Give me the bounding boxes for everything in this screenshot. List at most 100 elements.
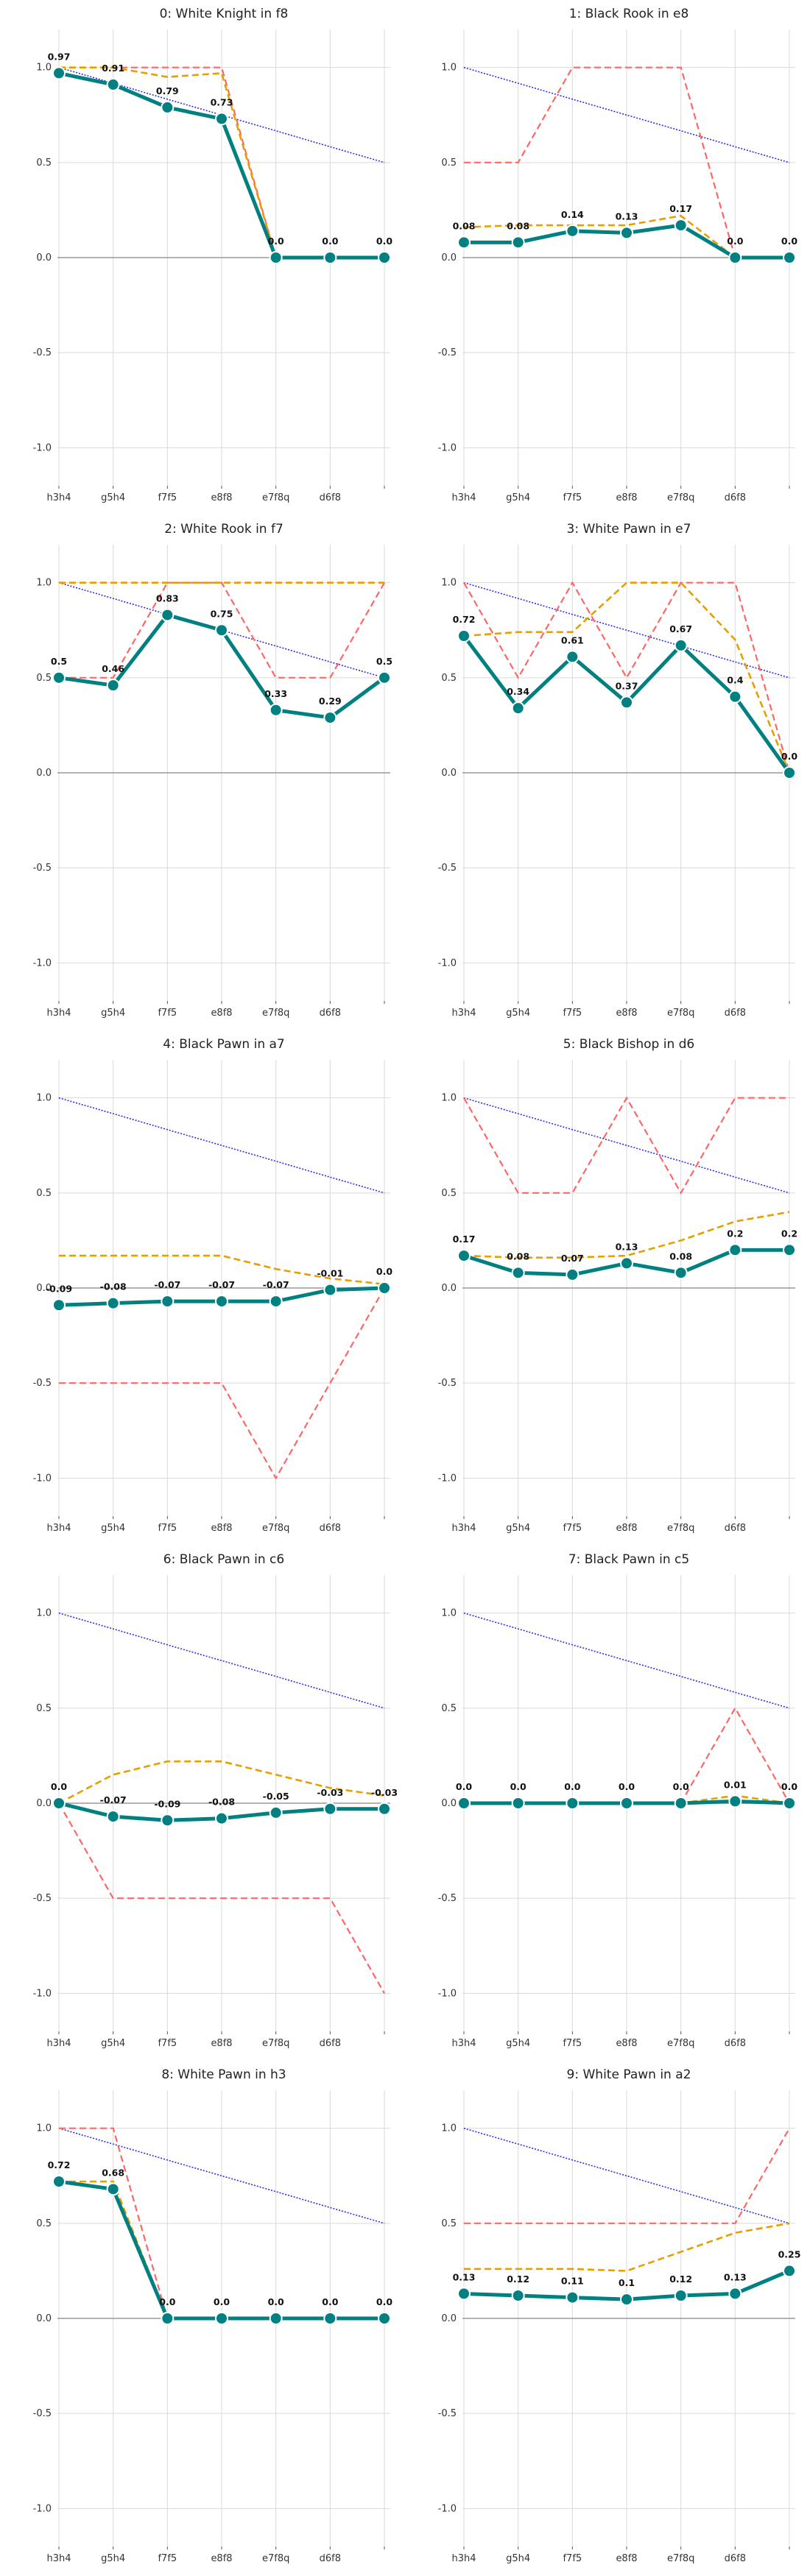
- x-tick-label: e8f8: [211, 1523, 232, 1534]
- x-tick-label: f7f5: [563, 492, 582, 503]
- chart-svg: -1.0 -0.5 0.0 0.5 1.0 h3h4 g5h4 f7f5 e8f8 e7f8q d6…: [33, 522, 392, 1019]
- y-tick-label: 1.0: [36, 1093, 52, 1104]
- y-tick-label: 0.5: [441, 1188, 457, 1199]
- data-label: -0.07: [263, 1279, 289, 1290]
- y-tick-label: 1.0: [36, 578, 52, 589]
- x-tick-label: e8f8: [616, 1523, 637, 1534]
- x-tick-label: h3h4: [46, 1008, 71, 1019]
- y-tick-label: -0.5: [33, 1378, 52, 1389]
- data-point: [106, 1296, 120, 1310]
- data-point: [215, 623, 228, 637]
- data-point: [378, 2312, 391, 2325]
- data-label: 0.12: [507, 2274, 529, 2285]
- data-point: [269, 2312, 283, 2325]
- y-tick-label: -1.0: [438, 1988, 457, 1999]
- series-line-red: [463, 1096, 789, 1195]
- data-label: 0.01: [724, 1779, 747, 1790]
- data-label: 0.67: [669, 623, 692, 634]
- data-label: 0.0: [510, 1781, 526, 1792]
- x-tick-label: e7f8q: [262, 2038, 289, 2049]
- chart-panel: -1.0 -0.5 0.0 0.5 1.0 h3h4 g5h4 f7f5 e8f8 e7f8q d6…: [0, 1546, 405, 2061]
- data-point: [566, 224, 580, 238]
- data-label: 0.0: [268, 236, 284, 247]
- data-point: [620, 696, 633, 710]
- y-tick-label: -1.0: [33, 442, 52, 453]
- x-tick-label: e8f8: [211, 492, 232, 503]
- x-tick-label: e8f8: [616, 2038, 637, 2049]
- chart-panel: -1.0 -0.5 0.0 0.5 1.0 h3h4 g5h4 f7f5 e8f8 e7f8q d6…: [0, 1030, 405, 1546]
- y-tick-label: 0.5: [36, 673, 52, 684]
- data-point: [457, 1797, 471, 1810]
- y-tick-label: 1.0: [36, 63, 52, 74]
- series-line-red: [59, 581, 385, 679]
- data-point: [620, 1256, 633, 1270]
- y-tick-label: 0.0: [36, 1283, 52, 1294]
- data-label: 0.0: [727, 236, 743, 247]
- data-point: [728, 1243, 742, 1257]
- chart-panel: -1.0 -0.5 0.0 0.5 1.0 h3h4 g5h4 f7f5 e8f8 e7f8q d6…: [0, 2061, 405, 2576]
- x-tick-label: d6f8: [320, 492, 341, 503]
- series-line-red: [463, 581, 791, 774]
- data-point: [378, 670, 391, 684]
- y-tick-label: -1.0: [33, 958, 52, 969]
- series-line-orange: [464, 2222, 790, 2272]
- chart-panel: -1.0 -0.5 0.0 0.5 1.0 h3h4 g5h4 f7f5 e8f8 e7f8q d6…: [405, 1546, 810, 2061]
- data-label: 0.11: [561, 2276, 584, 2287]
- chart-panel: -1.0 -0.5 0.0 0.5 1.0 h3h4 g5h4 f7f5 e8f8 e7f8q d6…: [0, 515, 405, 1030]
- x-tick-label: d6f8: [725, 492, 746, 503]
- x-tick-label: f7f5: [563, 2553, 582, 2564]
- x-tick-label: g5h4: [101, 492, 125, 503]
- x-tick-label: g5h4: [101, 2038, 125, 2049]
- series-line-blue: [463, 66, 790, 163]
- y-tick-label: -1.0: [438, 958, 457, 969]
- chart-svg: -1.0 -0.5 0.0 0.5 1.0 h3h4 g5h4 f7f5 e8f8 e7f8q d6…: [33, 1037, 393, 1534]
- x-tick-label: f7f5: [158, 1008, 177, 1019]
- x-tick-label: g5h4: [506, 1523, 530, 1534]
- x-tick-label: f7f5: [158, 492, 177, 503]
- y-tick-label: 0.5: [441, 2218, 457, 2229]
- data-point: [269, 703, 283, 717]
- data-label: 0.0: [456, 1781, 472, 1792]
- data-point: [783, 2264, 796, 2278]
- data-point: [511, 1797, 525, 1810]
- x-tick-label: e7f8q: [262, 1008, 289, 1019]
- data-label: 0.46: [102, 663, 124, 674]
- data-label: 0.08: [507, 220, 529, 231]
- series-line-blue: [58, 581, 385, 679]
- data-point: [783, 1243, 796, 1257]
- data-point: [52, 66, 66, 80]
- x-tick-label: g5h4: [506, 2553, 530, 2564]
- data-label: 0.0: [376, 1266, 392, 1277]
- data-point: [783, 766, 796, 779]
- y-tick-label: 0.0: [441, 768, 457, 779]
- x-tick-label: e7f8q: [667, 492, 694, 503]
- y-tick-label: 0.0: [441, 1798, 457, 1809]
- x-tick-label: d6f8: [725, 2553, 746, 2564]
- data-label: 0.2: [781, 1228, 797, 1239]
- data-point: [566, 650, 580, 664]
- chart-title: 6: Black Pawn in c6: [163, 1552, 284, 1567]
- data-point: [457, 629, 471, 643]
- data-point: [511, 2289, 525, 2302]
- data-label: -0.08: [100, 1281, 127, 1292]
- y-tick-label: -1.0: [438, 1473, 457, 1484]
- series-line-blue: [463, 581, 790, 679]
- y-tick-label: -0.5: [33, 863, 52, 874]
- series-line-blue: [463, 1612, 790, 1709]
- series-line-orange: [463, 581, 791, 774]
- y-tick-label: 0.0: [441, 252, 457, 263]
- data-point: [674, 1797, 688, 1810]
- data-label: 0.08: [669, 1250, 692, 1262]
- data-label: 0.17: [453, 1234, 476, 1245]
- y-tick-label: -0.5: [438, 347, 457, 358]
- x-tick-label: g5h4: [101, 2553, 125, 2564]
- data-label: 0.72: [48, 2159, 71, 2170]
- chart-title: 9: White Pawn in a2: [567, 2067, 691, 2082]
- data-label: 0.25: [778, 2248, 801, 2260]
- data-point: [161, 1814, 175, 1827]
- x-tick-label: e7f8q: [667, 1008, 694, 1019]
- x-tick-label: e8f8: [616, 1008, 637, 1019]
- data-point: [728, 1794, 742, 1808]
- data-label: 0.0: [619, 1781, 635, 1792]
